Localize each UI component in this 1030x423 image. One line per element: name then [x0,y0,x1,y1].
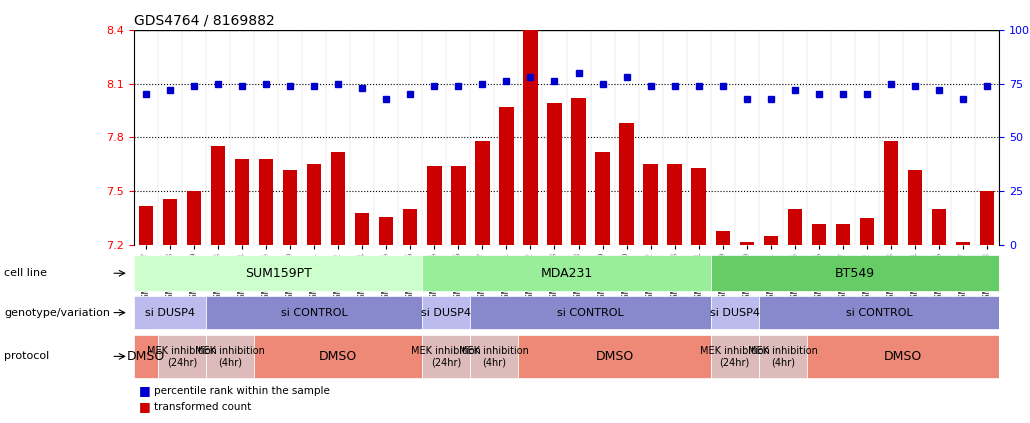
Bar [763,236,778,245]
Bar [186,191,201,245]
Text: GDS4764 / 8169882: GDS4764 / 8169882 [134,13,275,27]
Bar [547,103,561,245]
Bar [619,123,633,245]
Text: MDA231: MDA231 [541,267,592,280]
Bar [500,107,514,245]
Bar [206,296,422,329]
Text: MEK inhibition
(4hr): MEK inhibition (4hr) [748,346,818,367]
Text: BT549: BT549 [835,267,874,280]
Bar [422,335,471,378]
Text: MEK inhibition
(4hr): MEK inhibition (4hr) [459,346,529,367]
Text: DMSO: DMSO [319,350,357,363]
Bar [427,166,442,245]
Text: si CONTROL: si CONTROL [557,308,624,318]
Bar [835,224,850,245]
Bar [759,335,806,378]
Bar [206,335,254,378]
Bar [283,170,298,245]
Bar [259,159,273,245]
Text: protocol: protocol [4,352,49,361]
Bar [518,335,711,378]
Bar [667,165,682,245]
Text: percentile rank within the sample: percentile rank within the sample [154,386,331,396]
Text: MEK inhibition
(4hr): MEK inhibition (4hr) [195,346,265,367]
Text: DMSO: DMSO [595,350,633,363]
Bar [806,335,999,378]
Text: ■: ■ [139,401,150,413]
Bar [235,159,249,245]
Bar [907,170,922,245]
Text: SUM159PT: SUM159PT [245,267,311,280]
Bar [788,209,802,245]
Bar [307,165,321,245]
Bar [451,166,466,245]
Bar [523,0,538,245]
Bar [759,296,999,329]
Bar [134,335,158,378]
Bar [956,242,970,245]
Bar [211,146,226,245]
Text: DMSO: DMSO [127,350,165,363]
Bar [691,168,706,245]
Bar [471,335,518,378]
Bar [331,152,345,245]
Bar [139,206,153,245]
Text: si CONTROL: si CONTROL [846,308,913,318]
Bar [860,218,874,245]
Text: transformed count: transformed count [154,402,251,412]
Bar [158,335,206,378]
Bar [711,335,759,378]
Text: si CONTROL: si CONTROL [281,308,347,318]
Text: ■: ■ [139,385,150,397]
Text: MEK inhibition
(24hr): MEK inhibition (24hr) [699,346,769,367]
Bar [379,217,393,245]
Text: MEK inhibition
(24hr): MEK inhibition (24hr) [147,346,217,367]
Bar [254,335,422,378]
Text: cell line: cell line [4,268,47,278]
Bar [422,296,471,329]
Text: genotype/variation: genotype/variation [4,308,110,318]
Bar [163,199,177,245]
Bar [355,213,370,245]
Text: MEK inhibition
(24hr): MEK inhibition (24hr) [411,346,481,367]
Bar [403,209,417,245]
Bar [475,141,489,245]
Text: si DUSP4: si DUSP4 [421,308,472,318]
Bar [134,255,422,291]
Bar [716,231,730,245]
Text: si DUSP4: si DUSP4 [145,308,195,318]
Bar [471,296,711,329]
Bar [980,191,994,245]
Text: DMSO: DMSO [884,350,922,363]
Bar [644,165,658,245]
Bar [884,141,898,245]
Bar [595,152,610,245]
Bar [812,224,826,245]
Bar [711,296,759,329]
Bar [711,255,999,291]
Bar [422,255,711,291]
Bar [740,242,754,245]
Text: si DUSP4: si DUSP4 [710,308,760,318]
Bar [572,98,586,245]
Bar [932,209,947,245]
Bar [134,296,206,329]
